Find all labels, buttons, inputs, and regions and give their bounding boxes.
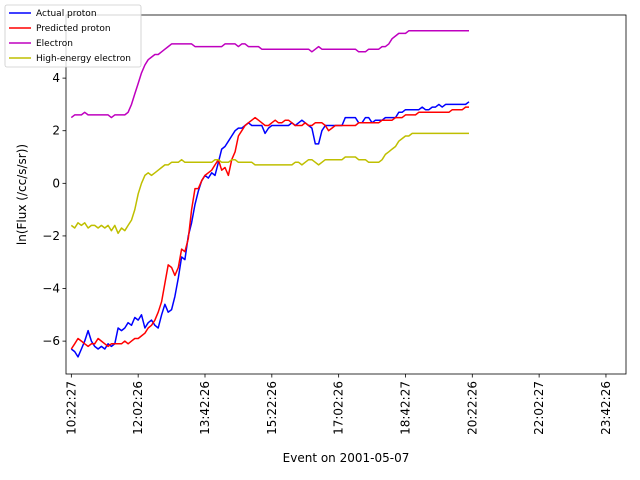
y-tick-label: −2: [42, 229, 60, 243]
series-line-4: [70, 132, 469, 235]
y-tick-label: 4: [52, 71, 60, 85]
legend-label: High-energy electron: [36, 54, 131, 64]
series-line-1: [70, 101, 470, 358]
x-axis: 10:22:27 12:02:26 13:42:26 15:22:26 17:02:26…: [64, 374, 613, 435]
legend-label: Predicted proton: [36, 24, 111, 34]
y-tick-label: 2: [52, 124, 60, 138]
legend-frame: [4, 4, 142, 68]
x-tick-label: 17:02:26: [332, 381, 346, 435]
x-tick-label: 15:22:26: [265, 381, 279, 435]
legend: Actual proton Predicted proton Electron Hig…: [4, 4, 142, 68]
x-tick-label: 22:02:27: [532, 381, 546, 435]
y-tick-label: −6: [42, 334, 60, 348]
series-line-3: [70, 30, 469, 119]
x-tick-label: 23:42:26: [599, 381, 613, 435]
series-line-2: [70, 106, 469, 350]
x-tick-label: 10:22:27: [64, 381, 78, 435]
x-tick-label: 12:02:26: [131, 381, 145, 435]
y-axis: −6 −4 −2 0 2 4: [42, 71, 66, 348]
y-axis-label: ln(Flux (/cc/s/sr)): [15, 144, 29, 245]
legend-label: Electron: [36, 39, 73, 49]
x-tick-label: 18:42:27: [398, 381, 412, 435]
y-tick-label: −4: [42, 282, 60, 296]
x-axis-label: Event on 2001-05-07: [283, 451, 410, 465]
plot-frame: [65, 14, 627, 375]
x-tick-label: 20:22:26: [465, 381, 479, 435]
x-tick-label: 13:42:26: [198, 381, 212, 435]
legend-label: Actual proton: [36, 9, 97, 19]
series-layer: [70, 30, 470, 358]
y-tick-label: 0: [52, 176, 60, 190]
